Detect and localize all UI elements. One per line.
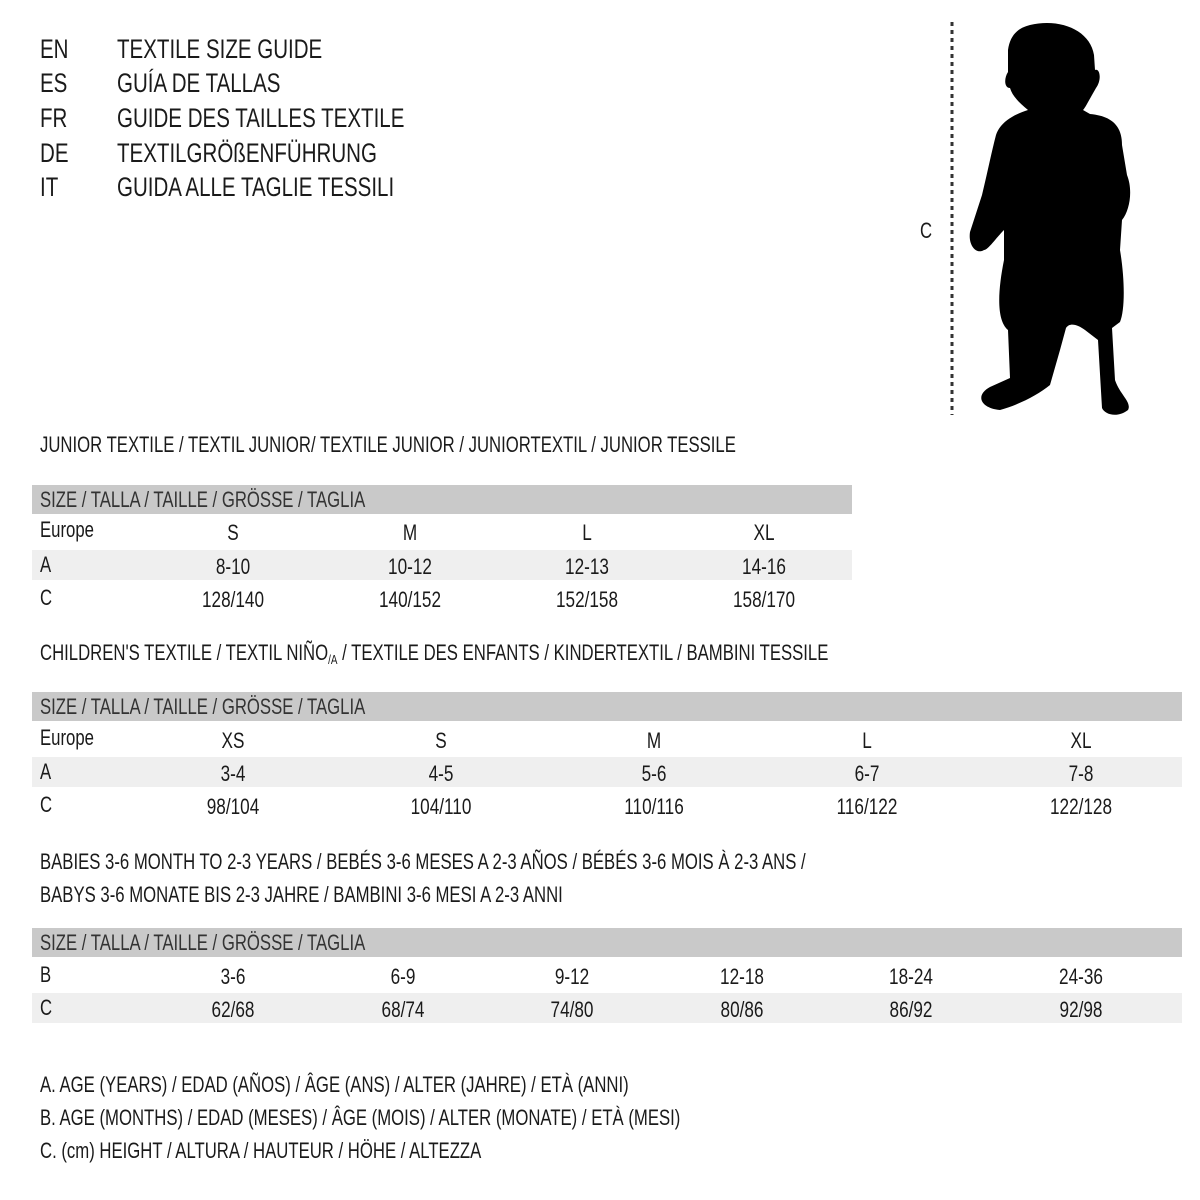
row-label: Europe bbox=[40, 725, 94, 750]
cell: 14-16 bbox=[742, 554, 786, 579]
legend-a: A. AGE (YEARS) / EDAD (AÑOS) / ÂGE (ANS)… bbox=[40, 1072, 629, 1097]
babies-heading-line1: BABIES 3-6 MONTH TO 2-3 YEARS / BEBÉS 3-… bbox=[40, 849, 806, 874]
cell: 3-6 bbox=[220, 964, 246, 989]
lang-code-it: IT bbox=[40, 172, 59, 202]
cell: S bbox=[227, 520, 239, 545]
cell: 128/140 bbox=[201, 587, 265, 612]
cell: 8-10 bbox=[215, 554, 251, 579]
title-es: GUÍA DE TALLAS bbox=[117, 68, 281, 98]
children-size-header: SIZE / TALLA / TAILLE / GRÖSSE / TAGLIA bbox=[32, 692, 1182, 721]
cell: 92/98 bbox=[1059, 997, 1103, 1022]
cell: 68/74 bbox=[381, 997, 425, 1022]
legend-c: C. (cm) HEIGHT / ALTURA / HAUTEUR / HÖHE… bbox=[40, 1138, 482, 1163]
children-heading-sub: /A bbox=[328, 652, 338, 667]
cell: 74/80 bbox=[550, 997, 594, 1022]
row-label: C bbox=[40, 792, 53, 817]
cell: 9-12 bbox=[554, 964, 590, 989]
row-shade bbox=[32, 757, 1182, 787]
legend-b: B. AGE (MONTHS) / EDAD (MESES) / ÂGE (MO… bbox=[40, 1105, 681, 1130]
junior-heading: JUNIOR TEXTILE / TEXTIL JUNIOR/ TEXTILE … bbox=[40, 432, 736, 457]
cell: 98/104 bbox=[206, 794, 260, 819]
lang-code-fr: FR bbox=[40, 103, 68, 133]
title-it: GUIDA ALLE TAGLIE TESSILI bbox=[117, 172, 395, 202]
cell: 7-8 bbox=[1068, 761, 1094, 786]
cell: XL bbox=[1070, 728, 1092, 753]
cell: L bbox=[862, 728, 872, 753]
title-de: TEXTILGRÖßENFÜHRUNG bbox=[117, 138, 377, 168]
cell: 3-4 bbox=[220, 761, 246, 786]
cell: 62/68 bbox=[211, 997, 255, 1022]
cell: 12-18 bbox=[720, 964, 764, 989]
child-silhouette-icon bbox=[950, 22, 1131, 415]
cell: 110/116 bbox=[624, 794, 684, 819]
children-heading-rest: / TEXTILE DES ENFANTS / KINDERTEXTIL / B… bbox=[337, 640, 829, 665]
row-shade bbox=[32, 993, 1182, 1023]
cell: 116/122 bbox=[836, 794, 898, 819]
row-label: C bbox=[40, 995, 53, 1020]
cell: 122/128 bbox=[1049, 794, 1113, 819]
cell: 6-9 bbox=[390, 964, 416, 989]
cell: XS bbox=[221, 728, 245, 753]
row-label: A bbox=[40, 759, 52, 784]
children-heading: CHILDREN'S TEXTILE / TEXTIL NIÑO/A / TEX… bbox=[40, 640, 1077, 667]
row-label: Europe bbox=[40, 517, 94, 542]
children-heading-main: CHILDREN'S TEXTILE / TEXTIL NIÑO bbox=[40, 640, 329, 665]
cell: XL bbox=[753, 520, 775, 545]
cell: S bbox=[435, 728, 447, 753]
cell: 24-36 bbox=[1059, 964, 1103, 989]
babies-heading-line2: BABYS 3-6 MONATE BIS 2-3 JAHRE / BAMBINI… bbox=[40, 882, 563, 907]
cell: 140/152 bbox=[378, 587, 442, 612]
cell: 5-6 bbox=[641, 761, 667, 786]
junior-size-header: SIZE / TALLA / TAILLE / GRÖSSE / TAGLIA bbox=[32, 485, 852, 514]
cell: 12-13 bbox=[565, 554, 609, 579]
lang-code-en: EN bbox=[40, 34, 69, 64]
cell: 158/170 bbox=[732, 587, 796, 612]
title-fr: GUIDE DES TAILLES TEXTILE bbox=[117, 103, 405, 133]
lang-code-es: ES bbox=[40, 68, 68, 98]
cell: 152/158 bbox=[555, 587, 619, 612]
cell: L bbox=[582, 520, 592, 545]
babies-size-header: SIZE / TALLA / TAILLE / GRÖSSE / TAGLIA bbox=[32, 928, 1182, 957]
row-label: B bbox=[40, 962, 52, 987]
cell: 80/86 bbox=[720, 997, 764, 1022]
cell: M bbox=[646, 728, 662, 753]
cell: 18-24 bbox=[889, 964, 933, 989]
cell: M bbox=[402, 520, 418, 545]
cell: 10-12 bbox=[388, 554, 432, 579]
cell: 86/92 bbox=[889, 997, 933, 1022]
cell: 6-7 bbox=[854, 761, 880, 786]
title-en: TEXTILE SIZE GUIDE bbox=[117, 34, 323, 64]
height-label: C bbox=[920, 218, 933, 243]
row-label: A bbox=[40, 552, 52, 577]
cell: 4-5 bbox=[428, 761, 454, 786]
lang-code-de: DE bbox=[40, 138, 69, 168]
row-shade bbox=[32, 550, 852, 580]
cell: 104/110 bbox=[410, 794, 472, 819]
row-label: C bbox=[40, 585, 53, 610]
